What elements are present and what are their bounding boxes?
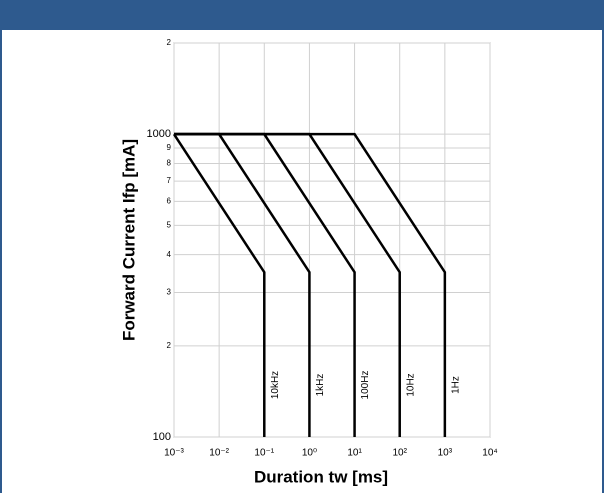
- series-label: 10Hz: [405, 373, 416, 396]
- x-tick-label: 10⁴: [482, 448, 497, 459]
- series-line: [174, 132, 447, 437]
- y-tick-label: 3: [167, 288, 172, 297]
- x-tick-label: 10⁻²: [209, 448, 229, 459]
- series-label: 1Hz: [450, 376, 461, 394]
- x-tick-label: 10⁻¹: [254, 448, 274, 459]
- series-line: [172, 133, 266, 437]
- y-axis-title: Forward Current Ifp [mA]: [119, 139, 138, 341]
- series-label: 1kHz: [315, 374, 326, 397]
- y-tick-label: 4: [167, 250, 172, 259]
- x-tick-label: 10¹: [347, 448, 362, 459]
- y-tick-label: 5: [167, 220, 172, 229]
- series-label: 100Hz: [360, 371, 371, 400]
- x-tick-label: 10³: [438, 448, 453, 459]
- x-tick-label: 10⁰: [302, 448, 317, 459]
- y-tick-label: 8: [167, 159, 172, 168]
- x-tick-label: 10⁻³: [164, 448, 184, 459]
- y-tick-label: 2: [167, 38, 172, 47]
- x-axis-title: Duration tw [ms]: [254, 467, 388, 486]
- y-tick-label: 1000: [147, 128, 171, 140]
- y-tick-label: 6: [167, 196, 172, 205]
- y-tick-label: 100: [153, 431, 171, 443]
- series-line: [174, 132, 311, 437]
- y-tick-label: 2: [167, 341, 172, 350]
- y-tick-label: 9: [167, 143, 172, 152]
- header-bar: [0, 0, 604, 30]
- x-tick-label: 10²: [392, 448, 407, 459]
- y-tick-label: 7: [167, 176, 172, 185]
- series-label: 10kHz: [270, 371, 281, 399]
